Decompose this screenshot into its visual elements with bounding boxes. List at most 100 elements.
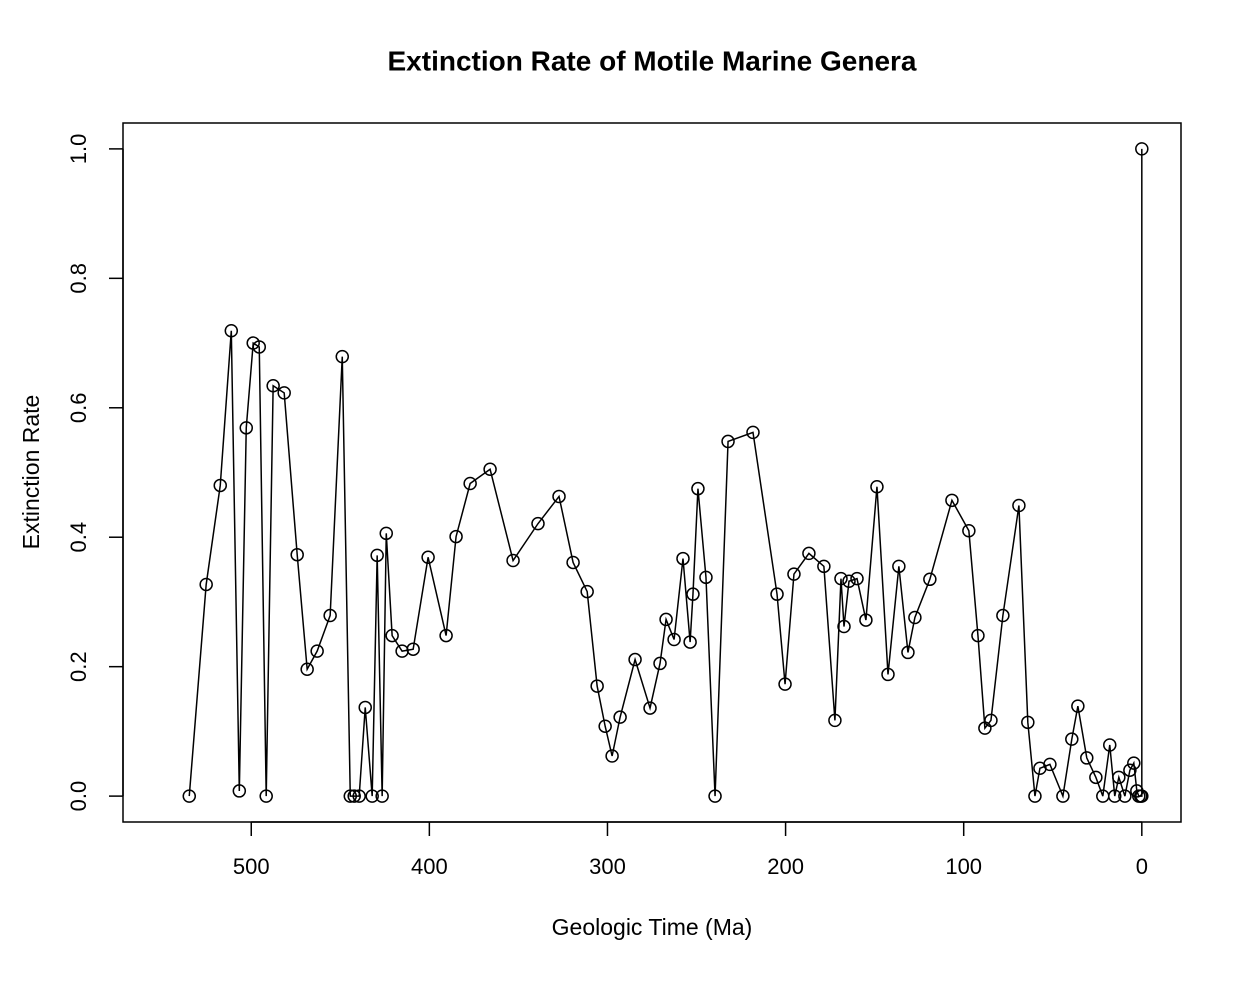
data-point <box>1123 763 1137 777</box>
data-point <box>613 710 627 724</box>
data-point <box>1112 770 1126 785</box>
data-point <box>923 572 937 587</box>
data-point <box>787 567 801 581</box>
data-point <box>375 789 389 803</box>
data-point <box>352 789 366 803</box>
data-point <box>277 386 291 400</box>
data-point <box>358 700 372 715</box>
data-point <box>828 713 842 728</box>
data-point <box>1135 789 1149 803</box>
data-point <box>1103 738 1117 752</box>
data-point <box>199 577 213 592</box>
data-point <box>770 587 784 601</box>
data-point <box>802 546 816 561</box>
y-axis-label: Extinction Rate <box>18 395 44 550</box>
data-point <box>721 434 735 449</box>
y-tick-label: 0.2 <box>66 651 91 682</box>
data-point <box>683 635 697 649</box>
data-point <box>439 628 453 643</box>
data-point <box>653 656 667 671</box>
data-point <box>628 652 642 667</box>
data-point <box>691 481 705 496</box>
data-point <box>531 516 545 531</box>
data-point <box>406 642 420 656</box>
data-point <box>343 789 358 803</box>
data-point <box>552 489 566 504</box>
data-point <box>310 644 324 658</box>
data-point <box>1071 699 1085 713</box>
data-point <box>901 645 915 660</box>
chart-title: Extinction Rate of Motile Marine Genera <box>388 45 917 76</box>
data-point <box>817 559 831 574</box>
y-tick-label: 1.0 <box>66 134 91 165</box>
data-point <box>259 789 273 803</box>
data-point <box>1135 142 1149 156</box>
x-tick-label: 500 <box>233 854 270 879</box>
data-point <box>870 479 884 494</box>
data-point <box>1021 715 1035 730</box>
x-axis-label: Geologic Time (Ma) <box>552 914 753 940</box>
data-point <box>1089 770 1103 785</box>
data-point <box>580 584 594 599</box>
data-point <box>881 667 895 682</box>
plot-frame <box>122 122 1182 823</box>
data-point <box>1127 756 1141 770</box>
data-point <box>1043 757 1057 772</box>
data-point <box>385 628 399 643</box>
data-point <box>908 610 922 625</box>
y-tick-label: 0.8 <box>66 263 91 294</box>
data-point <box>182 789 197 803</box>
data-point <box>266 379 280 393</box>
data-point <box>746 425 760 440</box>
data-point <box>300 662 314 677</box>
data-point <box>347 789 361 803</box>
data-point <box>379 526 394 541</box>
data-point <box>323 608 337 623</box>
data-point <box>834 571 848 586</box>
y-tick-label: 0.0 <box>66 781 91 812</box>
data-point <box>1118 789 1132 803</box>
data-point <box>213 478 228 493</box>
data-point <box>859 613 873 627</box>
data-point <box>566 555 580 570</box>
data-point <box>1107 789 1122 803</box>
x-tick-label: 0 <box>1136 854 1148 879</box>
data-point <box>252 340 267 354</box>
data-point <box>232 784 247 798</box>
data-point <box>984 713 998 728</box>
data-point <box>667 632 681 647</box>
data-point <box>506 553 520 568</box>
x-tick-label: 200 <box>767 854 804 879</box>
data-point <box>335 349 350 364</box>
y-tick-label: 0.4 <box>66 522 91 553</box>
data-point <box>837 619 851 634</box>
x-tick-label: 100 <box>945 854 982 879</box>
data-point <box>1012 498 1026 513</box>
data-point <box>676 551 690 566</box>
data-point <box>643 701 657 715</box>
data-point <box>483 462 497 477</box>
data-point <box>1056 789 1070 803</box>
y-tick-label: 0.6 <box>66 392 91 423</box>
data-point <box>778 677 792 691</box>
data-point <box>365 789 379 803</box>
data-point <box>1028 789 1042 803</box>
data-point <box>971 628 985 643</box>
data-point <box>659 612 673 627</box>
data-point <box>996 608 1010 623</box>
data-point <box>842 574 856 588</box>
data-point <box>224 324 239 338</box>
data-point <box>962 524 976 538</box>
data-point <box>1080 751 1094 765</box>
data-point <box>1065 732 1079 746</box>
x-tick-label: 400 <box>411 854 448 879</box>
data-point <box>463 476 477 491</box>
data-point <box>290 547 304 562</box>
data-point <box>449 529 463 544</box>
data-point <box>686 587 700 601</box>
data-point <box>708 789 722 803</box>
data-point <box>850 571 864 586</box>
data-point <box>605 749 619 763</box>
data-point <box>598 719 612 733</box>
data-point <box>239 421 254 435</box>
